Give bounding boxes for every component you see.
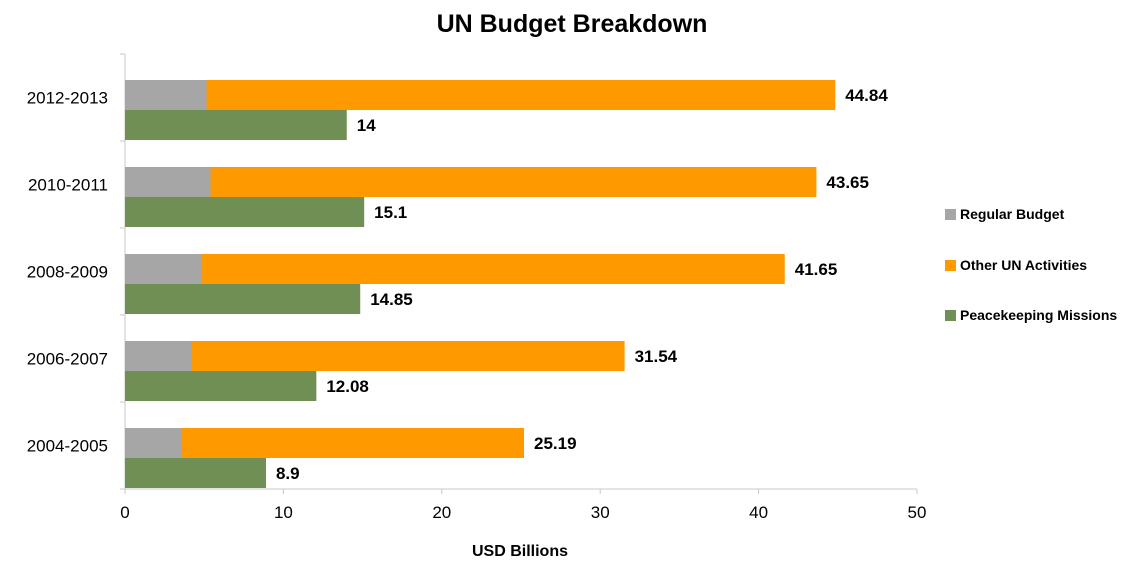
x-tick-label: 50 (908, 503, 927, 522)
bar-peacekeeping-missions (125, 284, 361, 314)
x-tick-label: 20 (432, 503, 451, 522)
bar-regular-budget (125, 80, 207, 110)
x-tick-label: 10 (274, 503, 293, 522)
legend-label: Regular Budget (960, 206, 1065, 222)
bar-regular-budget (125, 428, 183, 458)
bar-peacekeeping-missions (125, 197, 365, 227)
legend-label: Peacekeeping Missions (960, 307, 1117, 323)
data-label-peacekeeping-missions: 8.9 (276, 464, 300, 483)
category-label: 2010-2011 (28, 176, 108, 195)
category-label: 2008-2009 (27, 263, 108, 282)
bar-other-un-activities (125, 254, 785, 284)
bar-other-un-activities (125, 341, 625, 371)
bar-other-un-activities (125, 167, 817, 197)
data-label-peacekeeping-missions: 14.85 (370, 290, 413, 309)
x-tick-label: 0 (120, 503, 129, 522)
bar-peacekeeping-missions (125, 371, 317, 401)
data-label-other-un-activities: 25.19 (534, 434, 577, 453)
data-label-other-un-activities: 41.65 (795, 260, 838, 279)
data-label-other-un-activities: 43.65 (826, 173, 869, 192)
data-label-other-un-activities: 31.54 (635, 347, 678, 366)
plot-area: 0 10 20 30 40 50 2012-2013 44.84 14 2010-2011 43.6… (27, 53, 927, 522)
legend-label: Other UN Activities (960, 257, 1087, 273)
bar-peacekeeping-missions (125, 110, 347, 140)
category-label: 2004-2005 (27, 437, 108, 456)
bar-regular-budget (125, 254, 202, 284)
data-label-peacekeeping-missions: 14 (357, 116, 376, 135)
bar-other-un-activities (125, 428, 525, 458)
x-tick-label: 40 (749, 503, 768, 522)
bar-regular-budget (125, 167, 211, 197)
bar-peacekeeping-missions (125, 458, 266, 488)
data-label-peacekeeping-missions: 12.08 (326, 377, 369, 396)
data-label-peacekeeping-missions: 15.1 (374, 203, 407, 222)
legend-swatch (945, 310, 956, 321)
data-label-other-un-activities: 44.84 (845, 86, 888, 105)
legend: Regular Budget Other UN Activities Peaceke… (945, 206, 1117, 323)
chart-title: UN Budget Breakdown (437, 10, 708, 38)
category-label: 2012-2013 (27, 89, 108, 108)
x-axis-title: USD Billions (472, 543, 568, 560)
legend-swatch (945, 209, 956, 220)
category-label: 2006-2007 (27, 350, 108, 369)
legend-swatch (945, 260, 956, 271)
bar-regular-budget (125, 341, 192, 371)
bar-other-un-activities (125, 80, 836, 110)
x-tick-label: 30 (591, 503, 610, 522)
